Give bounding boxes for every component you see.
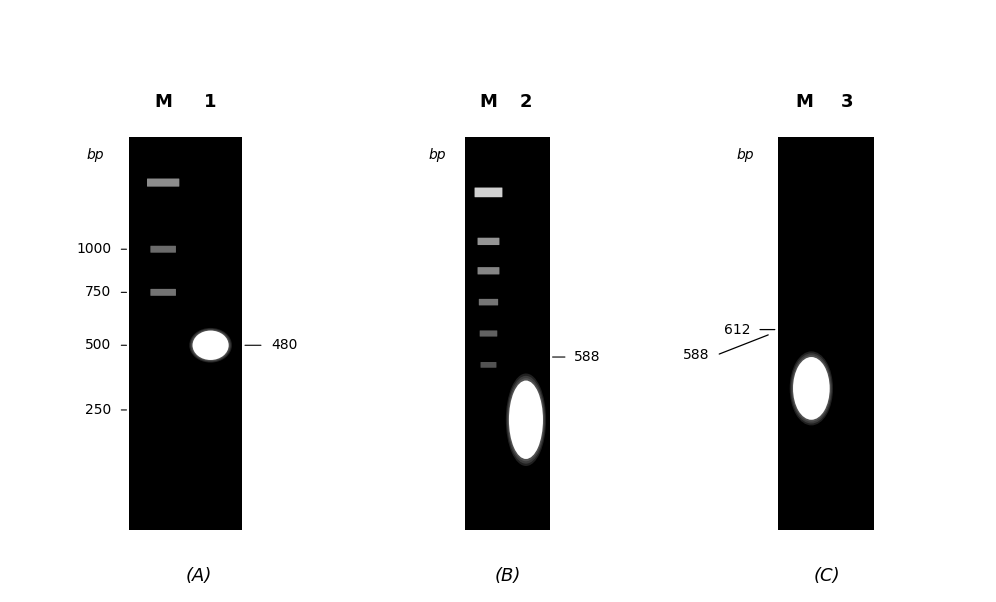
Text: 750: 750 [85,285,112,299]
Text: 588: 588 [683,348,710,362]
Ellipse shape [192,330,229,360]
Bar [129,137,242,530]
Bar [778,137,874,530]
Ellipse shape [509,380,543,459]
Text: 1: 1 [204,93,217,111]
Text: (B): (B) [495,566,521,585]
FancyBboxPatch shape [150,289,176,296]
Text: 1000: 1000 [77,242,112,256]
FancyBboxPatch shape [480,362,496,368]
Text: (C): (C) [814,566,840,585]
Text: bp: bp [428,148,446,162]
Ellipse shape [508,378,544,461]
Ellipse shape [190,329,231,362]
Ellipse shape [792,355,831,421]
FancyBboxPatch shape [477,238,499,245]
Ellipse shape [189,328,232,362]
Text: 480: 480 [271,338,297,352]
Text: 250: 250 [85,403,112,417]
Text: M: M [154,93,172,111]
FancyBboxPatch shape [477,267,499,275]
Ellipse shape [506,373,546,466]
Text: 588: 588 [574,350,601,364]
FancyBboxPatch shape [474,188,502,197]
Ellipse shape [793,357,830,420]
FancyBboxPatch shape [150,246,176,253]
Text: (A): (A) [186,566,212,585]
Ellipse shape [791,353,832,424]
Text: M: M [796,93,814,111]
Ellipse shape [509,380,543,459]
Ellipse shape [793,357,830,420]
Bar [464,137,550,530]
Ellipse shape [192,330,229,360]
Text: bp: bp [87,148,104,162]
FancyBboxPatch shape [480,330,497,337]
FancyBboxPatch shape [479,299,498,305]
Text: M: M [479,93,497,111]
Text: 500: 500 [85,338,112,352]
Ellipse shape [790,352,833,426]
Text: 2: 2 [520,93,532,111]
Text: bp: bp [737,148,754,162]
Text: 612: 612 [724,323,751,337]
Ellipse shape [507,376,545,464]
Text: 3: 3 [841,93,854,111]
Ellipse shape [191,330,230,361]
FancyBboxPatch shape [147,179,179,187]
